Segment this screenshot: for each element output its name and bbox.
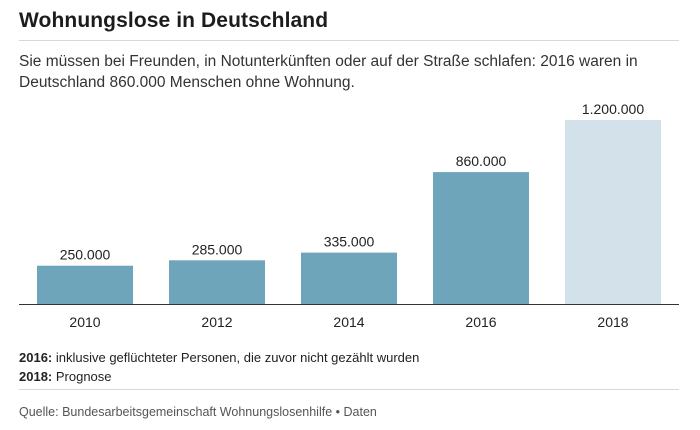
source-label: Quelle: Bundesarbeitsgemeinschaft Wohnun… — [19, 405, 333, 419]
note-text: Prognose — [52, 369, 112, 384]
x-tick-2014: 2014 — [333, 314, 364, 330]
chart-title: Wohnungslose in Deutschland — [19, 9, 329, 32]
source-separator: • — [335, 405, 341, 419]
chart-subtitle: Sie müssen bei Freunden, in Notunterkünf… — [19, 53, 638, 91]
value-label-2010: 250.000 — [60, 247, 111, 263]
note-2016: 2016: inklusive geflüchteter Personen, d… — [19, 348, 419, 367]
note-key: 2018: — [19, 369, 53, 384]
value-label-2014: 335.000 — [324, 234, 375, 250]
bar-2010 — [37, 265, 133, 304]
x-tick-2016: 2016 — [465, 314, 496, 330]
value-label-2016: 860.000 — [456, 153, 507, 169]
bar-2014 — [301, 252, 397, 304]
bar-2018 — [565, 120, 661, 304]
chart-notes: 2016: inklusive geflüchteter Personen, d… — [19, 348, 419, 386]
value-label-2012: 285.000 — [192, 241, 243, 257]
bar-chart: 250.000 2010 285.000 2012 335.000 2014 860.000… — [19, 101, 679, 330]
note-key: 2016: — [19, 350, 53, 365]
divider-top — [19, 40, 679, 41]
source-line: Quelle: Bundesarbeitsgemeinschaft Wohnun… — [19, 405, 377, 419]
bar-2016 — [433, 172, 529, 304]
bar-2012 — [169, 260, 265, 304]
note-text: inklusive geflüchteter Personen, die zuv… — [52, 350, 420, 365]
x-tick-2012: 2012 — [201, 314, 232, 330]
divider-bottom — [19, 389, 679, 390]
x-tick-2010: 2010 — [69, 314, 100, 330]
x-tick-2018: 2018 — [597, 314, 628, 330]
data-link[interactable]: Daten — [343, 405, 377, 419]
note-2018: 2018: Prognose — [19, 367, 419, 386]
value-label-2018: 1.200.000 — [582, 101, 644, 117]
